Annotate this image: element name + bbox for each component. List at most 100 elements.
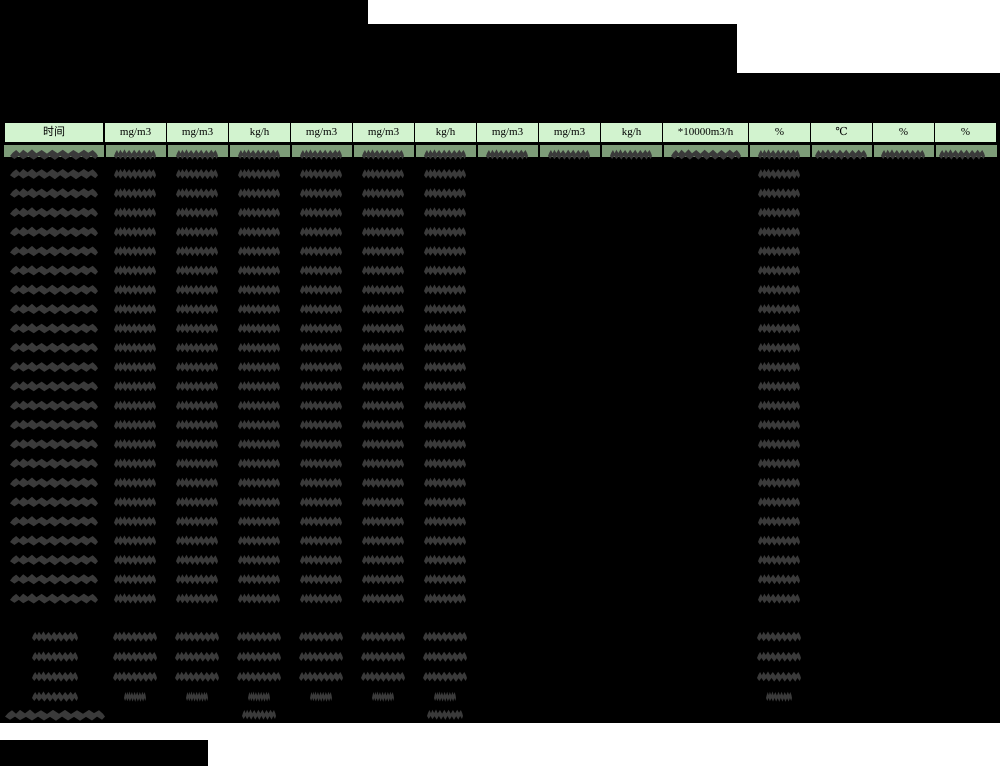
- column-divider: [600, 145, 602, 157]
- header-cell-mgm3-1[interactable]: mg/m3: [104, 122, 167, 143]
- redacted-cell-value: [114, 593, 156, 604]
- redacted-cell-value: [362, 419, 404, 431]
- redacted-cell-value: [176, 477, 218, 488]
- redacted-cell-value: [300, 187, 342, 199]
- redacted-cell-value: [424, 303, 466, 315]
- redacted-cell-value: [10, 303, 98, 315]
- redacted-cell-value: [424, 342, 466, 353]
- redacted-cell-value: [10, 187, 98, 199]
- redacted-cell-value: [5, 709, 105, 721]
- column-divider: [166, 145, 168, 157]
- redacted-cell-value: [486, 149, 528, 160]
- header-cell-kgh-1[interactable]: kg/h: [228, 122, 291, 143]
- header-cell-celsius[interactable]: ℃: [810, 122, 873, 143]
- redacted-cell-value: [114, 554, 156, 566]
- redacted-cell-value: [300, 458, 342, 469]
- redacted-cell-value: [238, 323, 280, 334]
- redacted-cell-value: [10, 496, 98, 508]
- header-cell-time[interactable]: 时间: [4, 122, 104, 143]
- redacted-cell-value: [758, 149, 800, 160]
- redacted-cell-value: [362, 187, 404, 199]
- redacted-cell-value: [114, 458, 156, 469]
- redacted-cell-value: [114, 573, 156, 585]
- header-cell-percent-3[interactable]: %: [934, 122, 997, 143]
- redacted-cell-value: [758, 284, 800, 295]
- redacted-cell-value: [757, 631, 801, 642]
- redacted-cell-value: [300, 207, 342, 218]
- redacted-cell-value: [10, 245, 98, 257]
- redacted-cell-value: [424, 438, 466, 450]
- redacted-cell-value: [114, 477, 156, 488]
- redacted-cell-value: [424, 477, 466, 488]
- redacted-cell-value: [238, 265, 280, 276]
- redacted-cell-value: [300, 477, 342, 488]
- redacted-cell-value: [10, 168, 98, 180]
- header-cell-mgm3-5[interactable]: mg/m3: [476, 122, 539, 143]
- redacted-cell-value: [10, 535, 98, 546]
- redacted-cell-value: [372, 691, 394, 702]
- redacted-cell-value: [362, 477, 404, 488]
- redacted-cell-value: [300, 573, 342, 585]
- redacted-cell-value: [10, 419, 98, 431]
- redacted-cell-value: [299, 631, 343, 642]
- redacted-cell-value: [361, 651, 405, 662]
- header-cell-mgm3-4[interactable]: mg/m3: [352, 122, 415, 143]
- redacted-cell-value: [176, 535, 218, 546]
- header-cell-percent-1[interactable]: %: [748, 122, 811, 143]
- header-cell-kgh-3[interactable]: kg/h: [600, 122, 663, 143]
- redacted-cell-value: [32, 671, 78, 682]
- redacted-cell-value: [362, 516, 404, 527]
- redacted-cell-value: [114, 303, 156, 315]
- redacted-cell-value: [548, 149, 590, 160]
- header-cell-mgm3-3[interactable]: mg/m3: [290, 122, 353, 143]
- header-cell-flow[interactable]: *10000m3/h: [662, 122, 749, 143]
- redacted-cell-value: [175, 651, 219, 662]
- redacted-cell-value: [248, 691, 270, 702]
- redacted-cell-value: [176, 342, 218, 353]
- redacted-cell-value: [424, 593, 466, 604]
- redacted-cell-value: [362, 361, 404, 373]
- redacted-cell-value: [300, 168, 342, 180]
- redacted-cell-value: [10, 593, 98, 604]
- header-cell-mgm3-2[interactable]: mg/m3: [166, 122, 229, 143]
- redacted-cell-value: [114, 245, 156, 257]
- redacted-cell-value: [361, 671, 405, 682]
- redacted-cell-value: [362, 496, 404, 508]
- redacted-cell-value: [175, 631, 219, 642]
- redacted-cell-value: [237, 631, 281, 642]
- redacted-cell-value: [758, 226, 800, 238]
- redacted-cell-value: [238, 303, 280, 315]
- column-divider: [414, 145, 416, 157]
- redacted-cell-value: [362, 226, 404, 238]
- redacted-cell-value: [362, 438, 404, 450]
- redacted-cell-value: [300, 149, 342, 160]
- redacted-cell-value: [300, 303, 342, 315]
- redacted-cell-value: [237, 651, 281, 662]
- redacted-cell-value: [299, 651, 343, 662]
- redacted-cell-value: [300, 593, 342, 604]
- redaction-bar-column-names: [0, 73, 1000, 122]
- redacted-cell-value: [113, 671, 157, 682]
- redacted-cell-value: [238, 245, 280, 257]
- header-cell-percent-2[interactable]: %: [872, 122, 935, 143]
- redacted-cell-value: [238, 458, 280, 469]
- redaction-bar-title-line1: [0, 0, 368, 24]
- redacted-cell-value: [424, 168, 466, 180]
- redacted-cell-value: [300, 323, 342, 334]
- column-divider: [104, 145, 106, 157]
- redacted-cell-value: [758, 573, 800, 585]
- redacted-cell-value: [32, 651, 78, 662]
- redacted-cell-value: [186, 691, 208, 702]
- header-cell-kgh-2[interactable]: kg/h: [414, 122, 477, 143]
- header-cell-mgm3-6[interactable]: mg/m3: [538, 122, 601, 143]
- redacted-cell-value: [238, 593, 280, 604]
- redacted-cell-value: [114, 535, 156, 546]
- redacted-cell-value: [238, 284, 280, 295]
- redacted-cell-value: [300, 226, 342, 238]
- redacted-cell-value: [362, 535, 404, 546]
- unredacted-white-area-right: [737, 24, 1000, 73]
- redaction-bar-bottom-left: [0, 740, 208, 766]
- redaction-bar-title-line2: [0, 24, 737, 73]
- redacted-cell-value: [362, 303, 404, 315]
- redacted-cell-value: [939, 149, 985, 160]
